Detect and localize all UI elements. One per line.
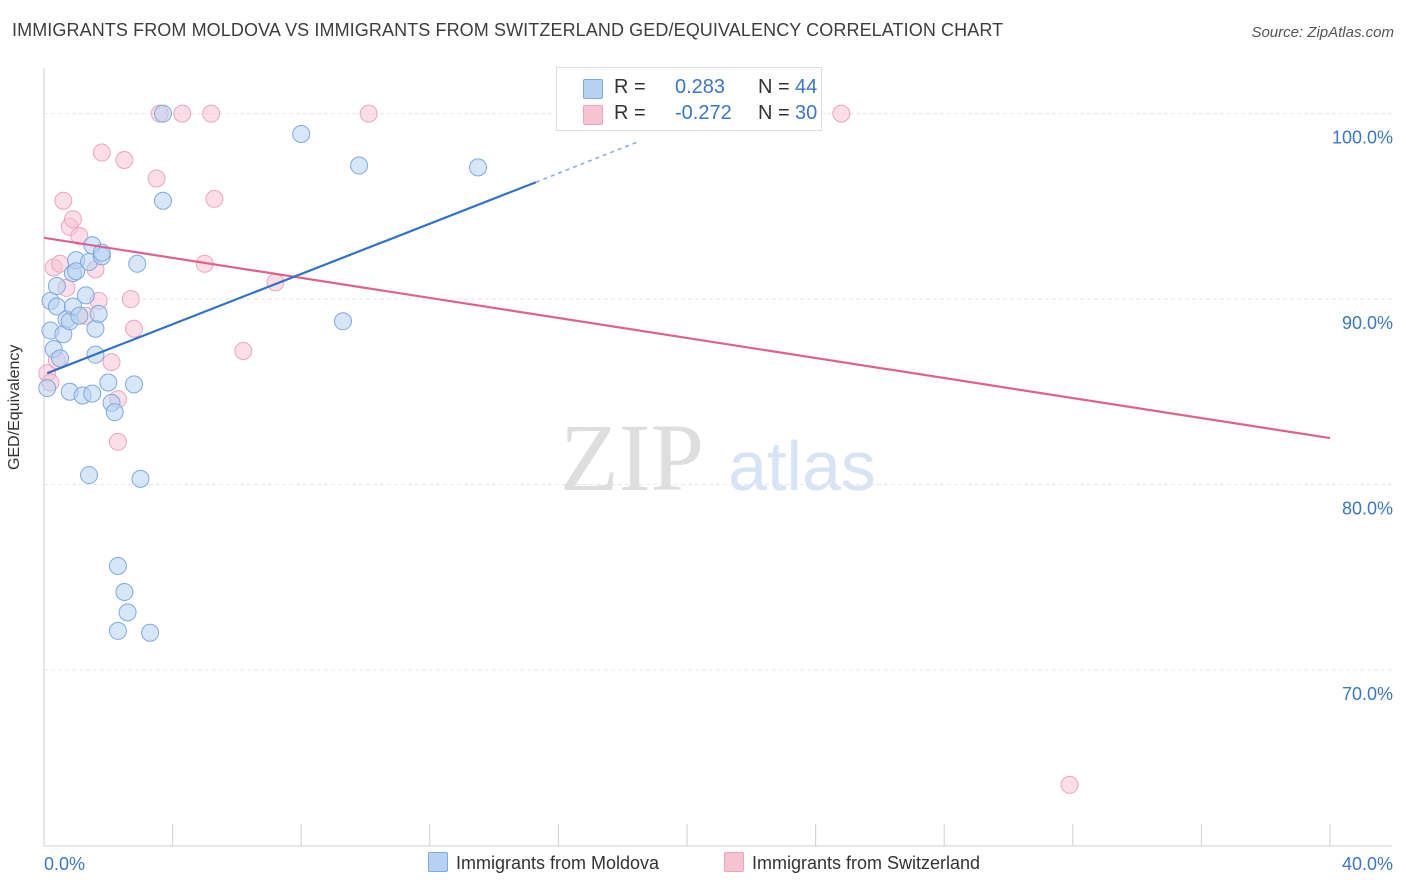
moldova-point xyxy=(128,254,147,273)
switzerland-point xyxy=(70,226,89,245)
legend-r-label: R = xyxy=(614,102,646,124)
switzerland-point xyxy=(1060,775,1079,794)
switzerland-point xyxy=(92,143,111,162)
moldova-point xyxy=(51,349,70,368)
switzerland-points xyxy=(38,104,1079,794)
axes xyxy=(43,68,1392,847)
switzerland-point xyxy=(125,319,144,338)
watermark: ZIP atlas xyxy=(560,404,876,511)
y-tick-label: 70.0% xyxy=(1342,684,1393,704)
moldova-point xyxy=(67,262,86,281)
watermark-zip: ZIP xyxy=(560,404,704,511)
legend-r-value: -0.272 xyxy=(675,102,732,124)
legend-n-label: N = xyxy=(758,102,790,124)
legend-n-label: N = xyxy=(758,76,790,98)
moldova-point xyxy=(125,375,144,394)
legend-swatch-moldova xyxy=(583,79,603,99)
switzerland-point xyxy=(54,191,73,210)
source-label: Source: ZipAtlas.com xyxy=(1251,24,1394,41)
switzerland-point xyxy=(205,189,224,208)
legend-n-value: 30 xyxy=(795,102,818,124)
moldova-point xyxy=(141,623,160,642)
moldova-trend-extension xyxy=(535,140,640,183)
legend-swatch-switzerland xyxy=(583,105,603,125)
moldova-point xyxy=(47,277,66,296)
x-tick-label: 40.0% xyxy=(1342,854,1393,874)
moldova-point xyxy=(153,104,172,123)
switzerland-point xyxy=(121,290,140,309)
switzerland-point xyxy=(359,104,378,123)
switzerland-point xyxy=(147,169,166,188)
moldova-point xyxy=(118,603,137,622)
switzerland-point xyxy=(63,210,82,229)
switzerland-point xyxy=(832,104,851,123)
legend-r-value: 0.283 xyxy=(675,76,726,98)
switzerland-point xyxy=(108,432,127,451)
bottom-legend-label-moldova: Immigrants from Moldova xyxy=(456,853,660,873)
switzerland-point xyxy=(102,353,121,372)
bottom-legend-moldova: Immigrants from Moldova xyxy=(428,852,659,874)
y-tick-label: 80.0% xyxy=(1342,498,1393,518)
moldova-point xyxy=(89,304,108,323)
switzerland-point xyxy=(202,104,221,123)
legend-n-value: 44 xyxy=(795,76,818,98)
tick-labels: 70.0% 80.0% 90.0% 100.0% 0.0% 40.0% xyxy=(44,128,1393,874)
moldova-point xyxy=(108,621,127,640)
moldova-point xyxy=(70,306,89,325)
moldova-points xyxy=(38,104,488,642)
moldova-point xyxy=(108,557,127,576)
switzerland-point xyxy=(173,104,192,123)
moldova-point xyxy=(131,469,150,488)
moldova-point xyxy=(99,373,118,392)
bottom-legend-swatch-moldova xyxy=(428,852,448,872)
legend-r-label: R = xyxy=(614,76,646,98)
chart-title: IMMIGRANTS FROM MOLDOVA VS IMMIGRANTS FR… xyxy=(12,20,1004,40)
moldova-point xyxy=(80,466,99,485)
moldova-point xyxy=(469,158,488,177)
trend-lines xyxy=(43,140,1331,440)
moldova-point xyxy=(292,125,311,144)
bottom-legend-switzerland: Immigrants from Switzerland xyxy=(724,852,980,874)
y-axis-label: GED/Equivalency xyxy=(6,344,23,470)
moldova-point xyxy=(38,379,57,398)
bottom-legend-label-switzerland: Immigrants from Switzerland xyxy=(752,853,981,873)
moldova-point xyxy=(350,156,369,175)
moldova-point xyxy=(333,312,352,331)
bottom-legend-swatch-switzerland xyxy=(724,852,744,872)
moldova-point xyxy=(105,403,124,422)
correlation-legend: R = 0.283 N = 44 R = -0.272 N = 30 xyxy=(556,67,822,131)
x-tick-label: 0.0% xyxy=(44,854,85,874)
watermark-atlas: atlas xyxy=(728,427,876,505)
moldova-point xyxy=(115,582,134,601)
moldova-point xyxy=(86,319,105,338)
y-tick-label: 90.0% xyxy=(1342,313,1393,333)
grid-lines xyxy=(44,113,1392,671)
moldova-point xyxy=(83,384,102,403)
switzerland-trend-line xyxy=(43,236,1331,440)
moldova-point xyxy=(153,191,172,210)
moldova-point xyxy=(76,286,95,305)
switzerland-point xyxy=(115,150,134,169)
y-tick-label: 100.0% xyxy=(1332,128,1393,148)
moldova-trend-line xyxy=(46,181,537,375)
switzerland-point xyxy=(234,341,253,360)
